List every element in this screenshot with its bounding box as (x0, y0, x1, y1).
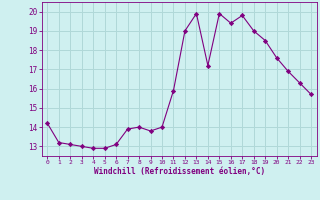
X-axis label: Windchill (Refroidissement éolien,°C): Windchill (Refroidissement éolien,°C) (94, 167, 265, 176)
